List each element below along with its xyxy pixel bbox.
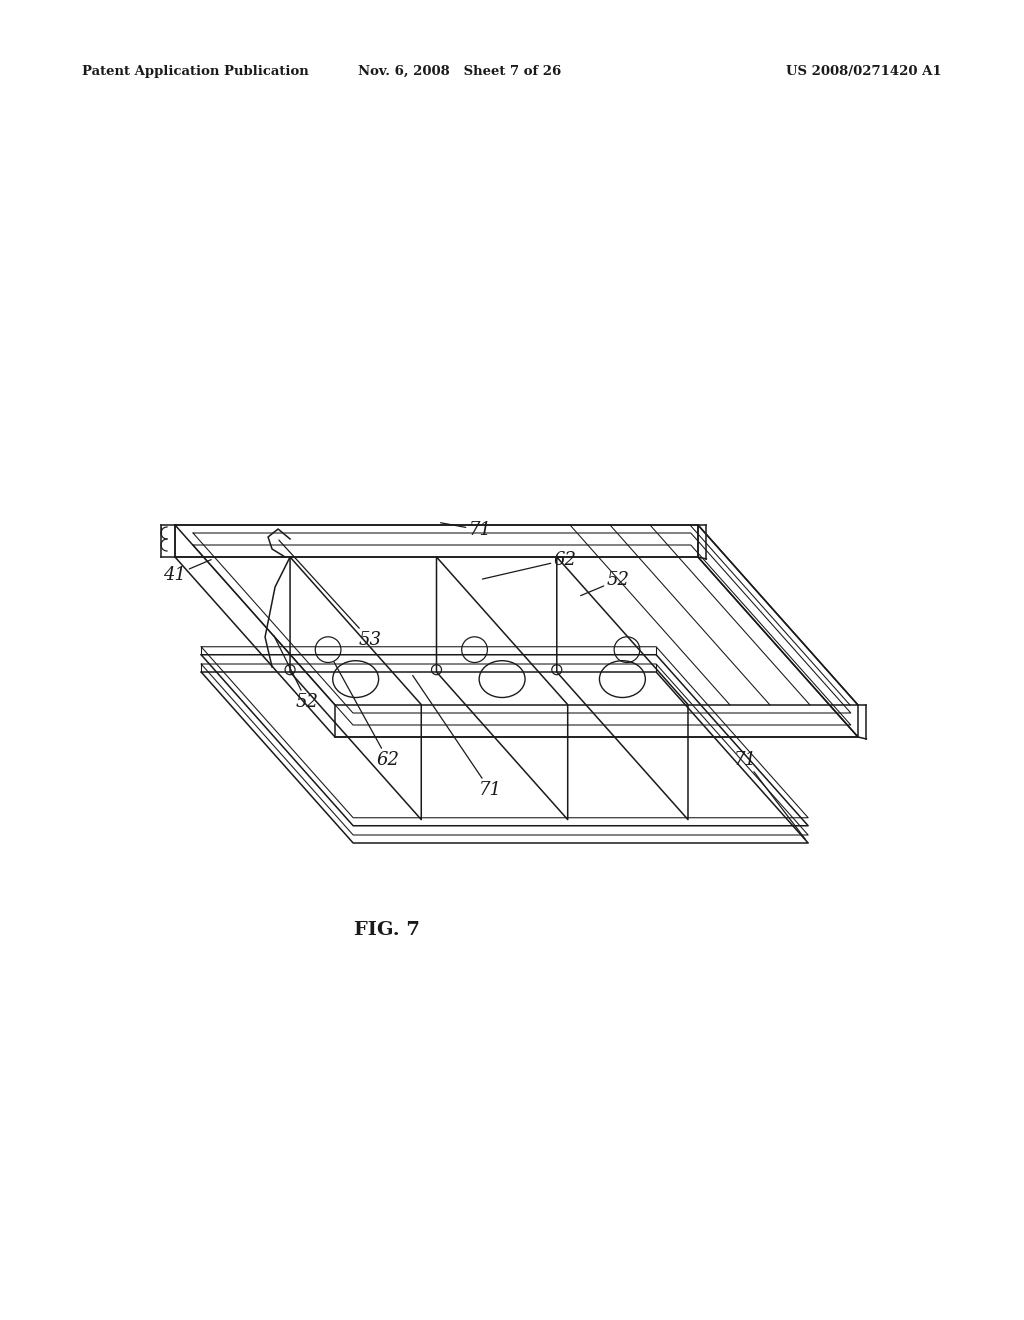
Text: 71: 71	[413, 676, 502, 799]
Text: 52: 52	[581, 572, 630, 595]
Text: 71: 71	[733, 751, 806, 840]
Text: 53: 53	[279, 540, 382, 649]
Text: FIG. 7: FIG. 7	[354, 921, 420, 939]
Text: 41: 41	[164, 560, 211, 583]
Text: 62: 62	[482, 550, 577, 579]
Text: US 2008/0271420 A1: US 2008/0271420 A1	[786, 65, 942, 78]
Text: 52: 52	[274, 636, 318, 711]
Text: 71: 71	[440, 521, 492, 539]
Text: Nov. 6, 2008   Sheet 7 of 26: Nov. 6, 2008 Sheet 7 of 26	[358, 65, 561, 78]
Text: Patent Application Publication: Patent Application Publication	[82, 65, 309, 78]
Text: 62: 62	[334, 661, 399, 770]
